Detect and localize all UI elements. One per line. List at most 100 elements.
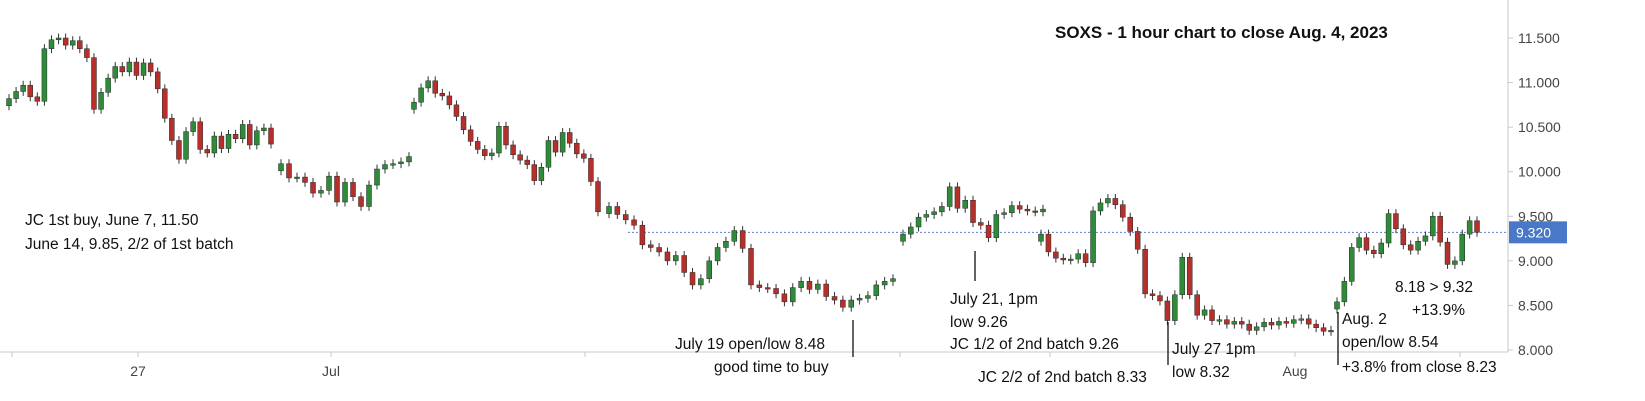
candle-body (1407, 244, 1414, 251)
candle-body (247, 124, 253, 146)
candle (689, 267, 696, 290)
annotation-aug2-pct: +3.8% from close 8.23 (1342, 359, 1497, 376)
candle (425, 76, 431, 93)
candle-body (482, 149, 488, 156)
candle-body (1305, 318, 1312, 325)
candle-body (823, 283, 829, 297)
candle (1179, 252, 1186, 300)
candle-body (614, 206, 621, 215)
candle-body (865, 295, 871, 299)
annotation-jc-2-2-2nd: JC 2/2 of 2nd batch 8.33 (978, 369, 1147, 386)
candle (781, 289, 788, 307)
candle (962, 195, 968, 213)
candle (756, 280, 763, 293)
candle (923, 210, 930, 222)
candle (739, 226, 746, 253)
candle (310, 177, 316, 198)
candle (261, 123, 267, 136)
candle-body (140, 62, 147, 76)
candle-body (1032, 210, 1038, 213)
candle (411, 97, 417, 114)
candle-body (398, 161, 404, 164)
candle-body (425, 80, 431, 89)
candle-body (1437, 216, 1443, 243)
candle-body (366, 184, 372, 207)
candle-body (881, 281, 888, 286)
candle (648, 240, 654, 252)
candle (1016, 201, 1023, 214)
candle-body (460, 116, 467, 131)
candle (474, 136, 481, 154)
candle-body (358, 196, 364, 207)
candle-body (773, 288, 779, 295)
candle (1415, 236, 1421, 255)
candle-body (664, 251, 671, 262)
candle (1348, 243, 1355, 286)
candle-body (218, 135, 225, 149)
candle (1001, 208, 1007, 219)
candle (254, 126, 260, 150)
candle-body (13, 91, 19, 99)
candle (453, 100, 460, 121)
candle (318, 185, 324, 198)
candle-body (453, 104, 460, 117)
y-tick-label: 10.500 (1518, 119, 1561, 135)
candle-body (48, 39, 55, 49)
candle-body (815, 283, 821, 290)
candle (1186, 252, 1193, 300)
candle (566, 128, 573, 148)
candle-body (1001, 212, 1007, 215)
candle-body (1024, 208, 1031, 212)
candle (1385, 209, 1392, 248)
candle (510, 140, 516, 160)
candle (1328, 325, 1334, 336)
candle (1320, 323, 1327, 336)
candle (1298, 314, 1305, 325)
candle (1149, 289, 1156, 301)
candle-body (496, 126, 502, 154)
candle-body (382, 164, 388, 170)
candle (1164, 296, 1171, 326)
candle-body (268, 127, 274, 145)
candle-body (1246, 323, 1252, 331)
candle-body (1045, 233, 1052, 253)
candle-body (1009, 205, 1015, 213)
candle (764, 283, 771, 293)
candle (342, 177, 348, 207)
candle-body (204, 149, 210, 154)
candle (1038, 229, 1044, 246)
candle (1090, 206, 1096, 268)
candle-body (706, 260, 712, 279)
candle-body (1149, 293, 1156, 296)
candle-body (639, 224, 646, 246)
candle-body (239, 124, 246, 139)
candle-body (232, 134, 239, 139)
candle (1371, 245, 1377, 259)
candle (418, 83, 424, 107)
candle-body (1053, 251, 1059, 259)
candle (1305, 314, 1312, 329)
candle-body (622, 214, 629, 221)
candle-body (406, 156, 412, 163)
candle-body (890, 278, 896, 282)
candle-body (84, 48, 90, 58)
candle-body (190, 121, 196, 132)
candle (1040, 204, 1046, 217)
candle (286, 159, 292, 183)
candle-body (873, 284, 880, 296)
candle (1444, 237, 1451, 269)
candle-body (731, 230, 738, 242)
candle-body (581, 153, 587, 159)
candle (358, 192, 364, 211)
candle-body (183, 131, 189, 160)
candle (1276, 317, 1282, 330)
candle (1422, 231, 1429, 246)
candle (1393, 209, 1399, 234)
candle (382, 160, 388, 174)
annotation-aug2-open: open/low 8.54 (1342, 334, 1439, 351)
current-price-value: 9.320 (1516, 224, 1551, 240)
candle-body (1016, 205, 1023, 210)
candle (239, 120, 246, 144)
candle-body (439, 93, 446, 97)
